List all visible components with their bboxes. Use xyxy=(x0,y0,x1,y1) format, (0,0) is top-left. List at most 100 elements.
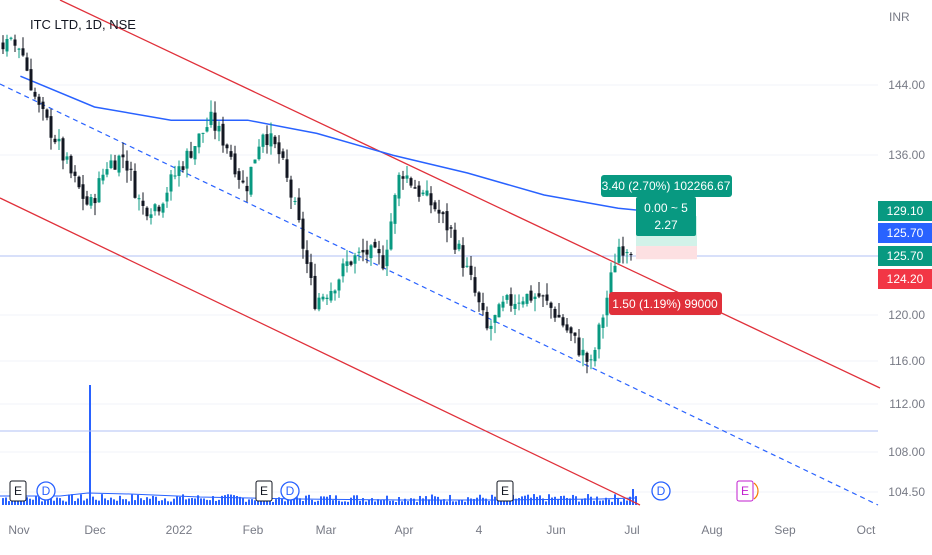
volume-bar xyxy=(590,496,592,505)
time-scale[interactable]: Nov Dec 2022 Feb Mar Apr 4 Jun Jul Aug Sep Oct xyxy=(8,523,876,537)
volume-bar xyxy=(128,501,130,505)
volume-bar xyxy=(191,498,193,505)
candle-body xyxy=(389,221,393,250)
volume-bar xyxy=(86,498,88,505)
volume-bar xyxy=(158,500,160,505)
volume-bar xyxy=(134,500,136,505)
price-badge xyxy=(878,201,932,221)
volume-bar xyxy=(110,497,112,505)
volume-bar xyxy=(425,496,427,505)
dividend-icon xyxy=(651,481,671,501)
volume-bar xyxy=(377,499,379,505)
volume-bar xyxy=(599,500,601,505)
candle-body xyxy=(545,294,549,301)
volume-bar xyxy=(455,501,457,505)
volume-bar xyxy=(14,498,16,505)
price-tick-label: 120.00 xyxy=(888,308,925,322)
volume-bar xyxy=(254,500,256,505)
volume-bar xyxy=(272,501,274,505)
candle-body xyxy=(133,170,137,198)
volume-bar xyxy=(380,500,382,505)
candle-body xyxy=(161,203,165,213)
candle-body xyxy=(409,178,413,186)
candle-body xyxy=(157,206,161,212)
volume-bar xyxy=(314,501,316,505)
candle-body xyxy=(245,185,249,192)
volume-bar xyxy=(68,494,70,505)
volume-bar xyxy=(212,496,214,505)
volume-bar xyxy=(218,499,220,505)
time-tick-label: Feb xyxy=(243,523,264,537)
candle-body xyxy=(617,246,621,263)
currency-label[interactable]: INR xyxy=(889,10,910,24)
volume-bar xyxy=(125,499,127,505)
volume-bar xyxy=(458,500,460,505)
trend-lines[interactable] xyxy=(0,0,881,506)
earnings-icon: E xyxy=(501,484,509,498)
volume-bar xyxy=(488,501,490,505)
volume-bar xyxy=(20,501,22,505)
candle-body xyxy=(281,151,285,158)
candle-body xyxy=(277,142,281,155)
price-tick-label: 112.00 xyxy=(889,397,925,411)
price-badge xyxy=(878,269,932,289)
volume-bar xyxy=(575,496,577,505)
candle-body xyxy=(609,272,613,295)
volume-bar xyxy=(227,494,229,505)
volume-bar xyxy=(374,501,376,505)
volume-bar xyxy=(332,500,334,505)
candle-body xyxy=(589,359,593,361)
volume-bar xyxy=(164,498,166,505)
volume-bar xyxy=(299,498,301,505)
candle-body xyxy=(513,303,517,309)
earnings-icon: E xyxy=(14,484,22,498)
price-badge-label: 129.10 xyxy=(887,204,924,218)
candle-body xyxy=(57,138,61,142)
volume-bar xyxy=(173,498,175,505)
candle-body xyxy=(169,174,173,192)
candle-body xyxy=(237,171,241,180)
long-position-tool[interactable]: 3.40 (2.70%) 102266.67 0.00 ~ 5 2.27 1.50 (… xyxy=(601,175,732,315)
volume-bar xyxy=(329,495,331,505)
volume-bar xyxy=(515,498,517,505)
volume-bar xyxy=(362,498,364,505)
candle-body xyxy=(465,265,469,267)
symbol-title[interactable]: ITC LTD, 1D, NSE xyxy=(30,17,136,32)
volume-bar xyxy=(497,498,499,505)
volume-bar xyxy=(146,497,148,505)
volume-bar xyxy=(602,500,604,505)
volume-bar xyxy=(59,498,61,505)
volume-bar xyxy=(293,495,295,505)
candle-body xyxy=(45,109,49,118)
candle-body xyxy=(81,184,85,199)
time-tick-label: Jun xyxy=(546,523,565,537)
volume-bar xyxy=(122,499,124,505)
volume-bar xyxy=(83,500,85,505)
earnings-icon: E xyxy=(741,484,749,498)
volume-bar xyxy=(308,494,310,505)
volume-bar xyxy=(398,497,400,505)
volume-bar xyxy=(344,501,346,505)
volume-bar xyxy=(506,498,508,505)
candle-body xyxy=(349,261,353,265)
volume-bar xyxy=(2,498,4,505)
channel-midline xyxy=(0,83,879,506)
candle-body xyxy=(565,324,569,331)
candle-body xyxy=(517,302,521,304)
volume-bar xyxy=(29,498,31,505)
volume-bar xyxy=(356,495,358,505)
candle-body xyxy=(581,349,585,356)
volume-bar xyxy=(221,495,223,505)
candle-body xyxy=(21,48,25,56)
target-label: 3.40 (2.70%) 102266.67 xyxy=(602,179,731,193)
price-scale[interactable]: 144.00 136.00 120.00 116.00 112.00 108.00 104.… xyxy=(878,78,932,499)
candle-body xyxy=(121,154,125,158)
volume-bar xyxy=(524,495,526,505)
candle-body xyxy=(257,146,261,160)
target-label-box xyxy=(601,175,732,197)
stats-line-1: 0.00 ~ 5 xyxy=(644,201,688,215)
candle-body xyxy=(357,251,361,253)
